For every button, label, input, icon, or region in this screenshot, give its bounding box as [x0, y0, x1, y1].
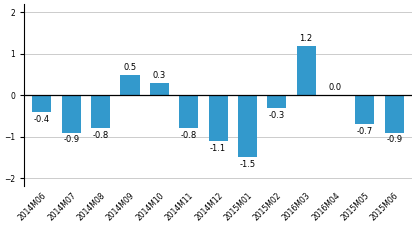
Text: -0.3: -0.3 — [269, 111, 285, 120]
Text: -0.4: -0.4 — [34, 115, 50, 124]
Text: -0.8: -0.8 — [92, 131, 109, 140]
Text: 1.2: 1.2 — [300, 34, 313, 43]
Bar — [150, 83, 169, 95]
Text: 0.0: 0.0 — [329, 83, 342, 92]
Text: 0.3: 0.3 — [153, 71, 166, 80]
Text: -0.9: -0.9 — [63, 136, 79, 144]
Bar — [179, 95, 198, 128]
Text: -1.5: -1.5 — [239, 160, 255, 169]
Bar — [355, 95, 374, 124]
Text: -0.7: -0.7 — [357, 127, 373, 136]
Bar — [238, 95, 257, 157]
Bar — [208, 95, 228, 141]
Bar — [62, 95, 81, 133]
Text: -0.8: -0.8 — [181, 131, 197, 140]
Bar — [91, 95, 110, 128]
Bar — [297, 46, 316, 95]
Bar — [385, 95, 404, 133]
Bar — [32, 95, 52, 112]
Text: -0.9: -0.9 — [386, 136, 402, 144]
Text: 0.5: 0.5 — [124, 63, 136, 72]
Bar — [121, 75, 139, 95]
Bar — [267, 95, 286, 108]
Text: -1.1: -1.1 — [210, 144, 226, 153]
